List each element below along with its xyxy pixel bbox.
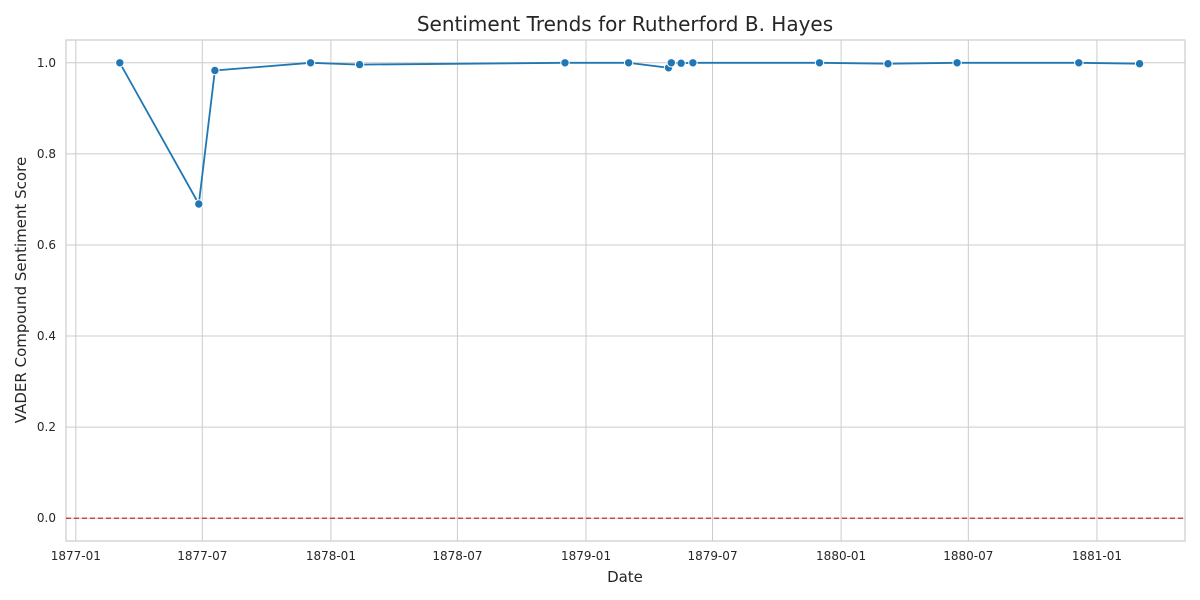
x-axis-label: Date: [607, 568, 643, 586]
data-point: [676, 58, 686, 68]
x-tick-label: 1880-07: [943, 549, 993, 563]
y-tick-label: 0.2: [37, 420, 56, 434]
x-tick-label: 1879-01: [561, 549, 611, 563]
chart-title: Sentiment Trends for Rutherford B. Hayes: [417, 12, 833, 36]
series-line: [119, 61, 1140, 207]
data-point: [883, 59, 893, 69]
data-point: [688, 58, 698, 68]
data-point: [623, 58, 634, 68]
plot-area-frame: [65, 39, 1186, 542]
data-point: [560, 58, 570, 68]
data-point: [1074, 58, 1084, 68]
x-tick-label: 1881-01: [1072, 549, 1122, 563]
data-point: [952, 58, 962, 68]
y-tick-labels: 0.0 0.2 0.4 0.6 0.8 1.0: [37, 56, 56, 525]
x-tick-labels: 1877-01 1877-07 1878-01 1878-07 1879-01 1879-…: [51, 549, 1122, 563]
y-axis-label: VADER Compound Sentiment Score: [12, 157, 30, 423]
data-point: [210, 65, 220, 76]
x-tick-label: 1879-07: [687, 549, 737, 563]
x-tick-label: 1880-01: [816, 549, 866, 563]
data-point: [354, 59, 365, 70]
y-tick-label: 0.8: [37, 147, 56, 161]
y-tick-label: 1.0: [37, 56, 56, 70]
x-tick-label: 1877-01: [51, 549, 101, 563]
x-tick-label: 1878-07: [432, 549, 482, 563]
series-group: [115, 58, 1145, 209]
data-point: [1134, 59, 1145, 69]
data-point: [194, 199, 204, 209]
x-tick-label: 1878-01: [306, 549, 356, 563]
data-point: [115, 58, 125, 68]
grid-lines: [66, 40, 1185, 541]
x-tick-label: 1877-07: [177, 549, 227, 563]
y-tick-label: 0.0: [37, 511, 56, 525]
data-point: [666, 58, 676, 68]
data-point: [305, 58, 316, 68]
y-tick-label: 0.6: [37, 238, 56, 252]
y-tick-label: 0.4: [37, 329, 56, 343]
data-point: [814, 58, 825, 68]
